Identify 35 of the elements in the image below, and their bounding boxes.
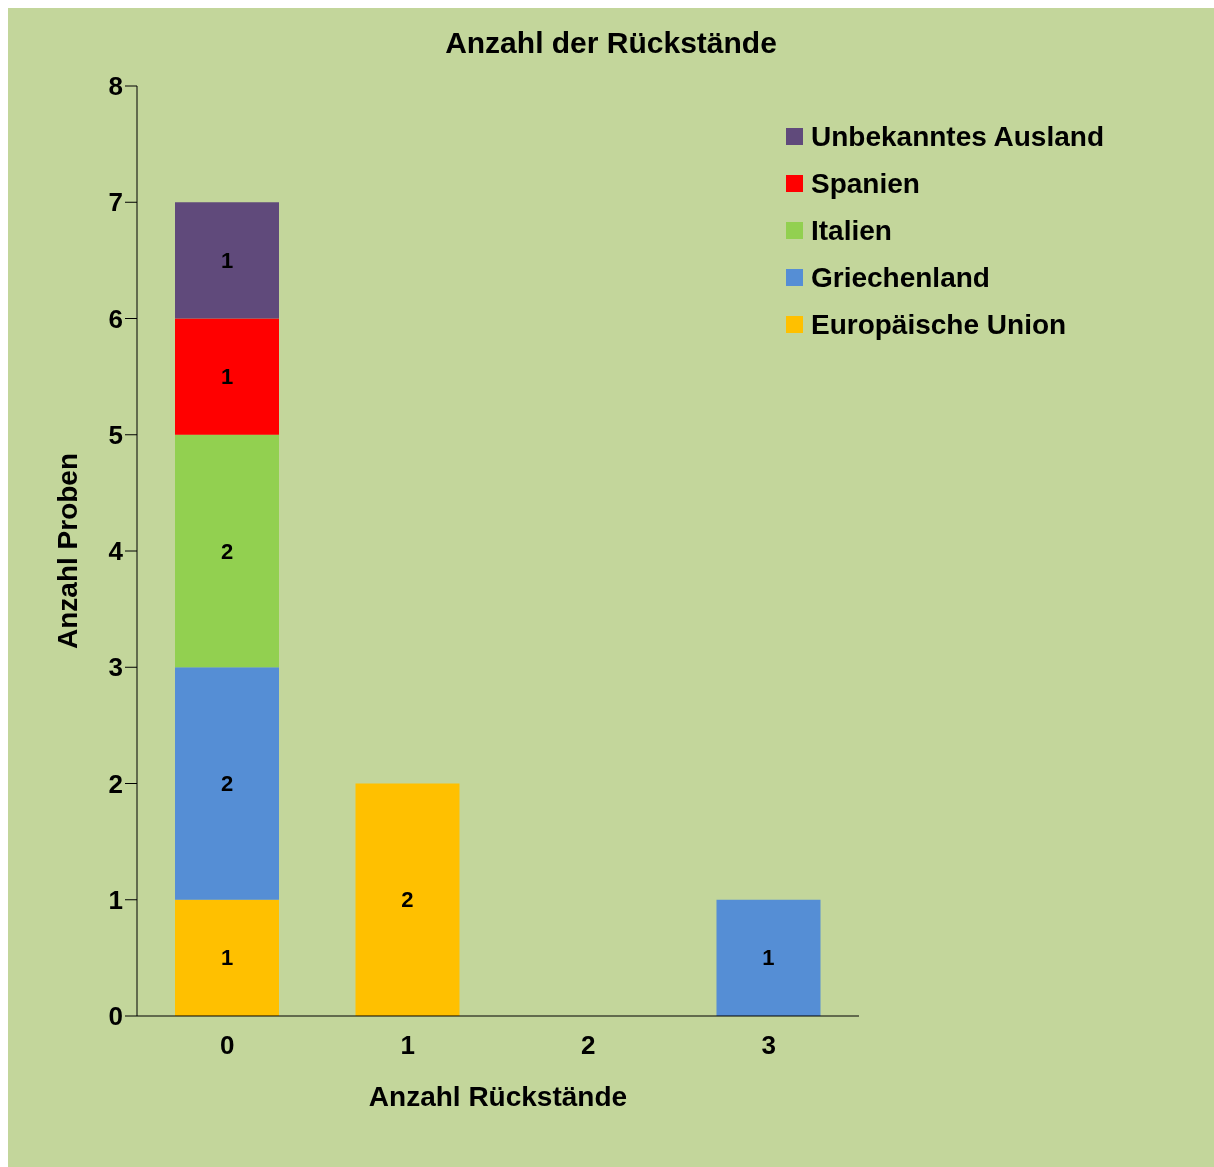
data-label: 1 <box>220 945 234 971</box>
bar <box>355 783 460 1016</box>
y-tick-label: 7 <box>108 187 123 218</box>
y-tick-label: 2 <box>108 768 123 799</box>
y-tick-label: 0 <box>108 1001 123 1032</box>
legend-label: Unbekanntes Ausland <box>810 120 1104 153</box>
y-tick-label: 1 <box>108 884 123 915</box>
x-tick-label: 1 <box>400 1030 415 1061</box>
bar <box>175 899 279 1016</box>
y-axis-title: Anzahl Proben <box>51 452 83 650</box>
legend-label: Italien <box>810 214 892 247</box>
legend-label: Griechenland <box>810 261 990 294</box>
bar <box>175 318 279 435</box>
bar <box>175 667 279 900</box>
data-label: 1 <box>220 364 234 390</box>
data-label: 1 <box>220 247 234 273</box>
y-tick-label: 5 <box>108 419 123 450</box>
bar <box>175 202 279 319</box>
x-axis-title: Anzahl Rückstände <box>368 1081 628 1112</box>
y-tick-label: 8 <box>108 71 123 102</box>
y-tick-label: 6 <box>108 303 123 334</box>
data-label: 2 <box>220 771 234 796</box>
data-label: 1 <box>762 945 775 971</box>
chart-title: Anzahl der Rückstände <box>444 26 778 60</box>
data-label: 2 <box>401 887 414 913</box>
bar <box>175 434 279 668</box>
x-tick-label: 2 <box>581 1030 596 1061</box>
y-tick-label: 3 <box>108 652 123 683</box>
y-tick-label: 4 <box>108 536 124 567</box>
bar <box>716 899 821 1016</box>
legend-label: Europäische Union <box>810 308 1067 341</box>
legend-label: Spanien <box>810 167 920 200</box>
x-tick-label: 3 <box>761 1030 776 1061</box>
x-tick-label: 0 <box>220 1030 235 1061</box>
data-label: 2 <box>220 538 234 564</box>
